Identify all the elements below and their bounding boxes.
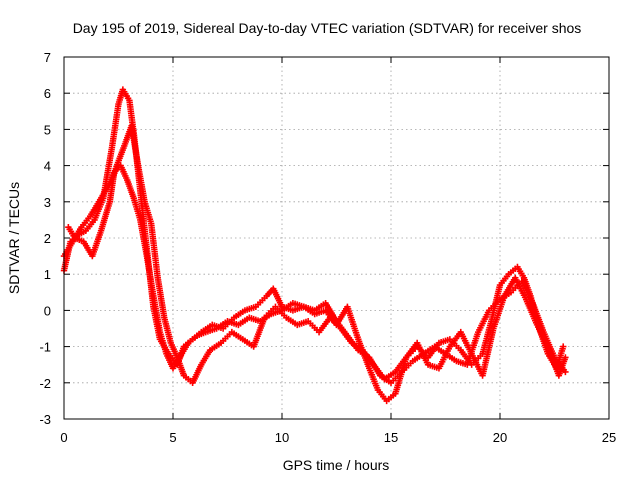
- x-tick-label: 10: [275, 430, 289, 445]
- y-tick-label: -3: [39, 412, 51, 427]
- y-tick-label: 1: [44, 267, 51, 282]
- y-tick-label: -2: [39, 376, 51, 391]
- y-tick-label: 5: [44, 122, 51, 137]
- y-tick-label: 6: [44, 86, 51, 101]
- y-tick-label: -1: [39, 340, 51, 355]
- y-tick-label: 7: [44, 50, 51, 65]
- data-points: [60, 86, 569, 405]
- y-axis-label: SDTVAR / TECUs: [6, 182, 22, 294]
- chart-title: Day 195 of 2019, Sidereal Day-to-day VTE…: [73, 20, 582, 36]
- x-tick-label: 15: [384, 430, 398, 445]
- x-tick-label: 0: [60, 430, 67, 445]
- x-tick-label: 20: [493, 430, 507, 445]
- axis-ticks: 0 5 10 15 20 25 -3 -2 -1 0 1 2 3 4 5 6 7: [39, 50, 616, 445]
- x-axis-label: GPS time / hours: [283, 457, 390, 473]
- y-tick-label: 0: [44, 303, 51, 318]
- series-track-c: [65, 122, 569, 386]
- x-tick-label: 5: [169, 430, 176, 445]
- y-tick-label: 2: [44, 231, 51, 246]
- data-point: [562, 354, 569, 361]
- x-tick-label: 25: [602, 430, 616, 445]
- y-tick-label: 4: [44, 159, 51, 174]
- data-point: [560, 343, 567, 350]
- y-tick-label: 3: [44, 195, 51, 210]
